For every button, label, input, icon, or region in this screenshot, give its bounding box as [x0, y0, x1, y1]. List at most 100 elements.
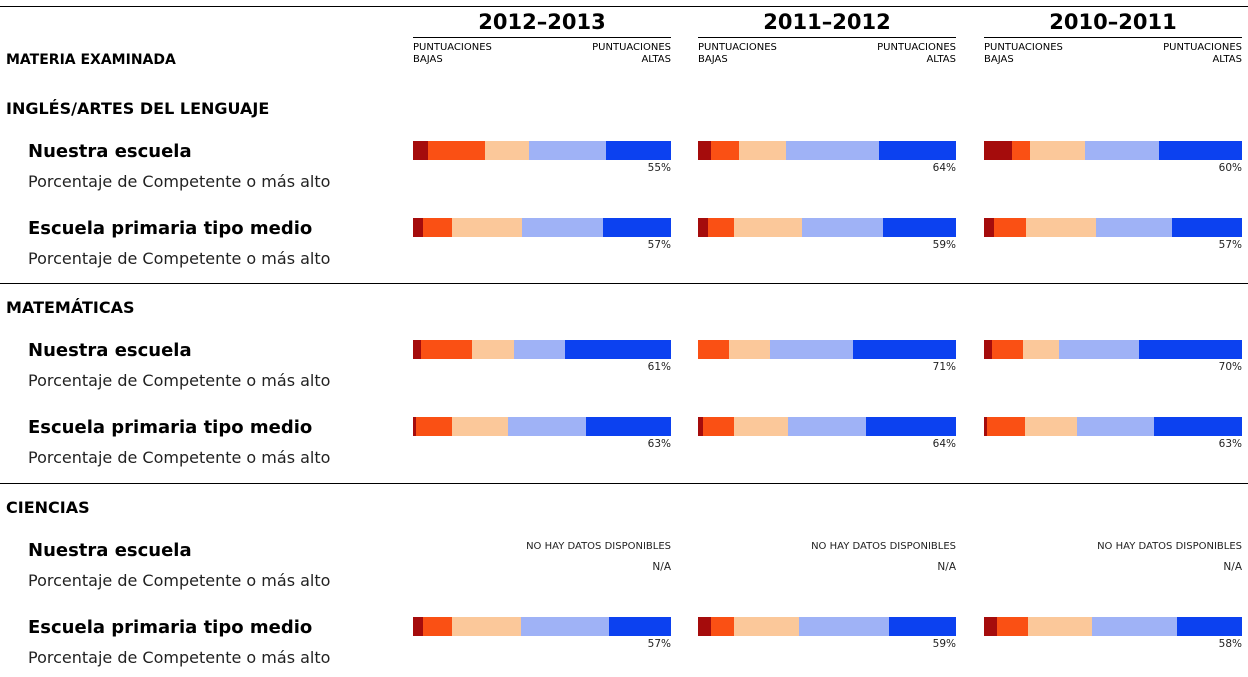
proficient-percent-label: 58%	[1218, 638, 1242, 650]
bar-segment	[984, 218, 995, 237]
row-subtitle: Porcentaje de Competente o más alto	[28, 249, 331, 268]
stacked-bar	[698, 617, 956, 636]
proficient-percent-label: 57%	[647, 239, 671, 251]
bar-segment	[698, 340, 729, 359]
bar-segment	[1154, 417, 1242, 436]
bar-segment	[522, 218, 604, 237]
year-header-rule	[413, 37, 671, 38]
top-rule	[0, 6, 1248, 7]
bar-segment	[710, 617, 735, 636]
year-header-rule	[698, 37, 956, 38]
stacked-bar	[698, 340, 956, 359]
year-header: 2011–2012	[763, 10, 891, 34]
bar-segment	[485, 141, 530, 160]
section-title: CIENCIAS	[6, 498, 90, 517]
bar-segment	[423, 218, 453, 237]
bar-segment	[415, 417, 452, 436]
bar-segment	[698, 218, 709, 237]
bar-segment	[734, 617, 799, 636]
stacked-bar	[413, 218, 671, 237]
bar-segment	[451, 417, 509, 436]
bar-segment	[698, 417, 704, 436]
bar-segment	[1171, 218, 1242, 237]
row-subtitle: Porcentaje de Competente o más alto	[28, 172, 331, 191]
bar-segment	[603, 218, 671, 237]
bar-segment	[1084, 141, 1160, 160]
bar-segment	[698, 141, 711, 160]
bar-segment	[413, 141, 429, 160]
low-scores-label: PUNTUACIONES BAJAS	[698, 42, 777, 65]
row-subtitle: Porcentaje de Competente o más alto	[28, 371, 331, 390]
stacked-bar	[984, 218, 1242, 237]
bar-segment	[452, 218, 523, 237]
bar-segment	[1025, 417, 1077, 436]
bar-segment	[413, 417, 416, 436]
no-data-label: NO HAY DATOS DISPONIBLES	[811, 541, 956, 552]
row-title: Nuestra escuela	[28, 141, 192, 162]
bar-segment	[423, 617, 452, 636]
bar-segment	[1092, 617, 1178, 636]
bar-segment	[565, 340, 671, 359]
proficient-percent-label: 63%	[647, 438, 671, 450]
row-title: Escuela primaria tipo medio	[28, 218, 313, 239]
proficient-percent-label: 63%	[1218, 438, 1242, 450]
bar-segment	[865, 417, 956, 436]
subject-column-header: MATERIA EXAMINADA	[6, 52, 176, 68]
bar-segment	[1058, 340, 1139, 359]
high-scores-label: PUNTUACIONES ALTAS	[592, 42, 671, 65]
no-data-label: NO HAY DATOS DISPONIBLES	[526, 541, 671, 552]
proficient-percent-label: N/A	[652, 561, 671, 573]
bar-segment	[798, 617, 889, 636]
bar-segment	[1012, 141, 1031, 160]
bar-segment	[1096, 218, 1172, 237]
proficient-percent-label: N/A	[1223, 561, 1242, 573]
proficient-percent-label: 57%	[647, 638, 671, 650]
bar-segment	[1022, 340, 1059, 359]
stacked-bar	[984, 141, 1242, 160]
bar-segment	[802, 218, 883, 237]
bar-segment	[703, 417, 735, 436]
bar-segment	[698, 617, 711, 636]
stacked-bar	[413, 141, 671, 160]
bar-segment	[739, 141, 786, 160]
bar-segment	[710, 141, 740, 160]
bar-segment	[883, 218, 956, 237]
stacked-bar	[698, 218, 956, 237]
bar-segment	[1177, 617, 1242, 636]
stacked-bar	[984, 340, 1242, 359]
bar-segment	[728, 340, 771, 359]
row-subtitle: Porcentaje de Competente o más alto	[28, 571, 331, 590]
proficient-percent-label: 55%	[647, 162, 671, 174]
bar-segment	[888, 617, 956, 636]
stacked-bar	[698, 141, 956, 160]
bar-segment	[1025, 218, 1097, 237]
bar-segment	[529, 141, 607, 160]
proficient-percent-label: 61%	[647, 361, 671, 373]
bar-segment	[708, 218, 735, 237]
stacked-bar	[984, 617, 1242, 636]
bar-segment	[606, 141, 671, 160]
no-data-label: NO HAY DATOS DISPONIBLES	[1097, 541, 1242, 552]
bar-segment	[1030, 141, 1085, 160]
bar-segment	[420, 340, 473, 359]
proficient-percent-label: 64%	[932, 438, 956, 450]
bar-segment	[1027, 617, 1093, 636]
low-scores-label: PUNTUACIONES BAJAS	[984, 42, 1063, 65]
bar-segment	[878, 141, 956, 160]
year-header-rule	[984, 37, 1242, 38]
proficient-percent-label: 60%	[1218, 162, 1242, 174]
bar-segment	[609, 617, 671, 636]
stacked-bar	[698, 417, 956, 436]
proficient-percent-label: 71%	[932, 361, 956, 373]
section-title: MATEMÁTICAS	[6, 298, 135, 317]
year-header: 2012–2013	[478, 10, 606, 34]
bar-segment	[1159, 141, 1242, 160]
row-title: Nuestra escuela	[28, 540, 192, 561]
proficient-percent-label: 57%	[1218, 239, 1242, 251]
proficient-percent-label: N/A	[937, 561, 956, 573]
proficient-percent-label: 59%	[932, 638, 956, 650]
bar-segment	[734, 417, 789, 436]
bar-segment	[734, 218, 803, 237]
row-subtitle: Porcentaje de Competente o más alto	[28, 448, 331, 467]
section-divider	[0, 283, 1248, 284]
